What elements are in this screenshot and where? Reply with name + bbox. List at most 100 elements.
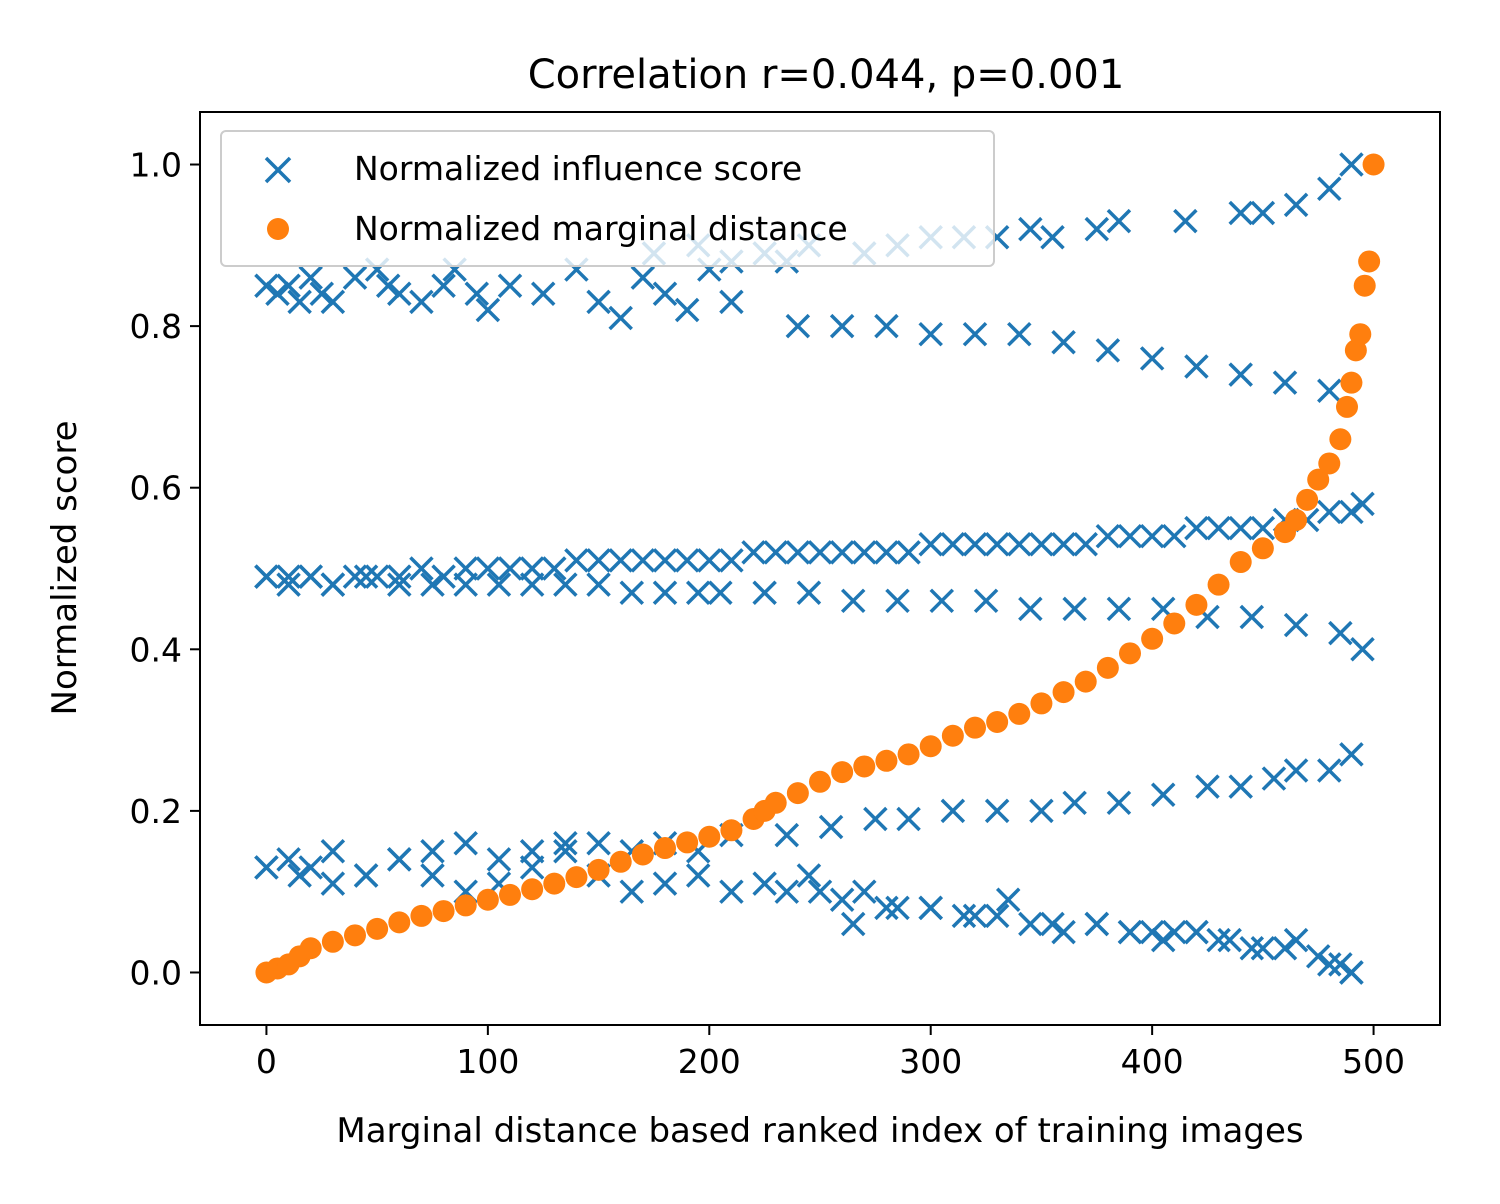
marginal-point [1052,681,1075,704]
influence-point [1084,216,1110,242]
influence-point [1095,523,1121,549]
influence-point [984,798,1010,824]
influence-point [852,540,877,565]
influence-point [918,895,943,921]
influence-point [542,556,567,581]
legend-marker-marginal [267,218,289,240]
influence-point [796,580,822,605]
influence-point [619,879,645,904]
plot-area [254,152,1385,985]
marginal-point [897,743,920,766]
influence-point [519,855,545,880]
influence-point [1150,927,1176,953]
influence-point [1250,200,1276,226]
legend-marker-influence [264,156,292,184]
x-tick-label: 0 [256,1042,277,1081]
influence-point [1106,596,1132,622]
influence-point [420,572,445,597]
influence-point [420,839,445,864]
influence-point [1317,378,1342,403]
influence-point [519,572,545,597]
x-tick-label: 500 [1342,1042,1405,1081]
influence-point [1328,952,1353,977]
influence-point [298,564,323,589]
influence-point [1117,523,1143,549]
influence-point [353,863,379,888]
x-tick-label: 300 [899,1042,962,1081]
influence-point [530,281,556,307]
influence-point [1339,742,1364,767]
marginal-point [1358,250,1381,273]
influence-point [1317,176,1342,201]
influence-point [254,855,279,880]
influence-point [431,564,456,589]
influence-point [674,297,700,323]
influence-point [1317,952,1342,977]
influence-point [586,572,611,597]
influence-point [1184,515,1209,541]
influence-point [1106,790,1132,816]
influence-point [652,548,678,573]
influence-point [409,289,434,315]
influence-point [553,572,578,597]
influence-point [387,281,412,307]
influence-point [1195,774,1220,799]
influence-point [320,572,346,597]
marginal-point [1329,428,1352,451]
marginal-point [366,917,389,940]
influence-point [829,887,855,913]
influence-point [1139,523,1165,549]
marginal-point [454,894,477,917]
influence-point [1062,790,1087,816]
marginal-point [432,900,455,923]
influence-point [719,548,744,573]
influence-point [375,273,401,298]
influence-point [818,814,844,840]
influence-point [1018,216,1043,242]
influence-point [1139,346,1165,371]
influence-point [807,540,833,565]
marginal-point [1318,452,1341,475]
influence-point [829,540,855,565]
influence-point [929,588,955,614]
influence-point [1106,208,1132,234]
influence-point [885,588,910,614]
influence-point [1162,523,1187,549]
influence-point [1184,919,1209,945]
marginal-point [1119,642,1141,665]
influence-point [652,580,678,605]
influence-point [874,313,899,339]
influence-point [287,289,312,315]
influence-point [1350,637,1375,662]
marginal-point [1207,573,1230,596]
influence-point [752,580,777,605]
y-tick-label: 1.0 [130,146,182,185]
influence-point [1250,515,1276,541]
influence-point [940,532,966,557]
marginal-point [609,850,632,873]
influence-point [608,305,633,331]
influence-point [1073,532,1098,557]
x-tick-label: 400 [1121,1042,1184,1081]
influence-point [287,863,312,888]
influence-point [852,879,877,904]
y-axis: 0.0 0.2 0.4 0.6 0.8 1.0 [130,146,200,992]
influence-point [342,564,368,589]
influence-point [973,588,999,614]
influence-point [619,580,645,605]
influence-point [1084,911,1110,937]
influence-point [719,879,744,904]
legend: Normalized influence score Normalized ma… [220,130,995,267]
influence-point [674,548,700,573]
influence-point [387,564,412,589]
marginal-point [764,791,787,814]
marginal-point [875,749,898,772]
influence-point [1162,919,1187,945]
influence-point [276,572,301,597]
influence-point [918,321,943,347]
influence-point [796,863,822,888]
influence-point [630,548,656,573]
influence-point [1328,620,1353,646]
influence-point [564,548,589,573]
